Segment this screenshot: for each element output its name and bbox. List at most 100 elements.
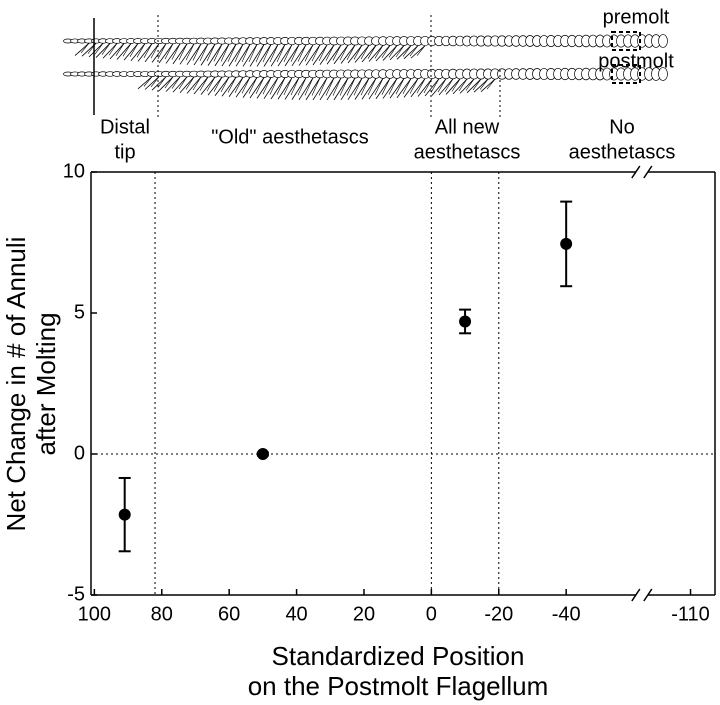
- aesthetasc: [311, 77, 321, 96]
- y-tick-label: 5: [74, 301, 85, 323]
- aesthetasc: [276, 77, 286, 95]
- x-tick-label: -20: [484, 603, 513, 625]
- aesthetasc: [235, 77, 251, 98]
- aesthetasc: [234, 44, 244, 62]
- aesthetasc: [207, 76, 223, 96]
- aesthetasc: [116, 43, 132, 60]
- aesthetasc: [157, 43, 167, 59]
- aesthetasc: [276, 44, 286, 63]
- y-axis-label: after Molting: [31, 312, 61, 455]
- aesthetasc: [339, 44, 349, 61]
- aesthetasc: [74, 42, 90, 56]
- aesthetasc: [382, 78, 398, 99]
- aesthetasc: [368, 45, 384, 62]
- aesthetasc: [319, 44, 335, 65]
- aesthetasc: [186, 43, 202, 65]
- aesthetasc: [214, 76, 230, 96]
- aesthetasc: [374, 78, 384, 96]
- aesthetasc: [340, 77, 356, 101]
- aesthetasc: [381, 45, 391, 59]
- aesthetasc: [298, 44, 314, 66]
- new-segment: [611, 64, 641, 84]
- aesthetasc: [130, 43, 146, 62]
- aesthetasc: [403, 45, 419, 60]
- antenna-illustration: [63, 15, 668, 120]
- region-label: All new: [435, 116, 500, 138]
- aesthetasc: [269, 44, 279, 63]
- aesthetasc: [206, 43, 216, 62]
- aesthetasc: [325, 44, 335, 61]
- aesthetasc: [361, 45, 377, 63]
- aesthetasc: [291, 77, 307, 100]
- aesthetasc: [255, 77, 265, 95]
- aesthetasc: [151, 76, 167, 91]
- aesthetasc: [164, 76, 174, 89]
- aesthetasc: [424, 78, 440, 97]
- premolt-label: premolt: [603, 6, 670, 28]
- aesthetasc: [200, 76, 216, 95]
- x-tick-label: 0: [426, 603, 437, 625]
- aesthetasc: [220, 44, 230, 62]
- aesthetasc: [374, 45, 384, 59]
- axis-break: [643, 588, 653, 602]
- aesthetasc: [360, 45, 370, 60]
- aesthetasc: [206, 76, 216, 92]
- x-tick-label: 40: [285, 603, 307, 625]
- aesthetasc: [270, 77, 286, 100]
- aesthetasc: [304, 77, 314, 96]
- aesthetasc: [297, 77, 307, 96]
- y-tick-label: -5: [67, 583, 85, 605]
- aesthetasc: [298, 77, 314, 100]
- aesthetasc: [346, 78, 356, 96]
- aesthetasc: [395, 78, 405, 95]
- new-segment: [611, 31, 641, 51]
- aesthetasc: [458, 78, 468, 92]
- aesthetasc: [402, 78, 412, 95]
- x-tick-label: -40: [552, 603, 581, 625]
- aesthetasc: [396, 45, 412, 60]
- aesthetasc: [430, 78, 440, 93]
- aesthetasc: [347, 77, 363, 100]
- aesthetasc: [389, 45, 405, 61]
- axis-break: [631, 165, 641, 179]
- aesthetasc: [193, 43, 209, 66]
- region-label: tip: [114, 141, 135, 163]
- aesthetasc: [249, 44, 265, 67]
- aesthetasc: [256, 77, 272, 99]
- aesthetasc: [109, 43, 125, 60]
- aesthetasc: [284, 77, 300, 100]
- aesthetasc: [417, 78, 433, 97]
- aesthetasc: [318, 44, 328, 62]
- aesthetasc: [305, 44, 321, 66]
- aesthetasc: [157, 76, 167, 88]
- region-label: aesthetascs: [414, 141, 521, 163]
- aesthetasc: [80, 42, 90, 54]
- aesthetasc: [263, 44, 279, 67]
- aesthetasc: [192, 43, 202, 61]
- aesthetasc: [164, 43, 174, 60]
- aesthetasc: [214, 43, 230, 67]
- aesthetasc: [171, 76, 181, 89]
- aesthetasc: [437, 78, 447, 93]
- aesthetasc: [199, 43, 209, 61]
- aesthetasc: [465, 78, 475, 91]
- aesthetasc: [431, 78, 447, 96]
- x-axis-label: Standardized Position: [272, 641, 525, 671]
- aesthetasc: [333, 77, 349, 101]
- aesthetasc: [158, 43, 174, 64]
- aesthetasc: [144, 43, 160, 63]
- aesthetasc: [221, 77, 237, 97]
- aesthetasc: [150, 76, 160, 88]
- aesthetasc: [277, 77, 293, 100]
- aesthetasc: [136, 43, 146, 58]
- aesthetasc: [94, 43, 104, 55]
- aesthetasc: [227, 77, 237, 93]
- aesthetasc: [326, 77, 342, 101]
- aesthetasc: [207, 43, 223, 66]
- region-label: "Old" aesthetascs: [211, 126, 369, 148]
- aesthetasc: [368, 78, 384, 100]
- postmolt-label: postmolt: [598, 50, 674, 72]
- aesthetasc: [227, 44, 237, 62]
- aesthetasc: [312, 44, 328, 66]
